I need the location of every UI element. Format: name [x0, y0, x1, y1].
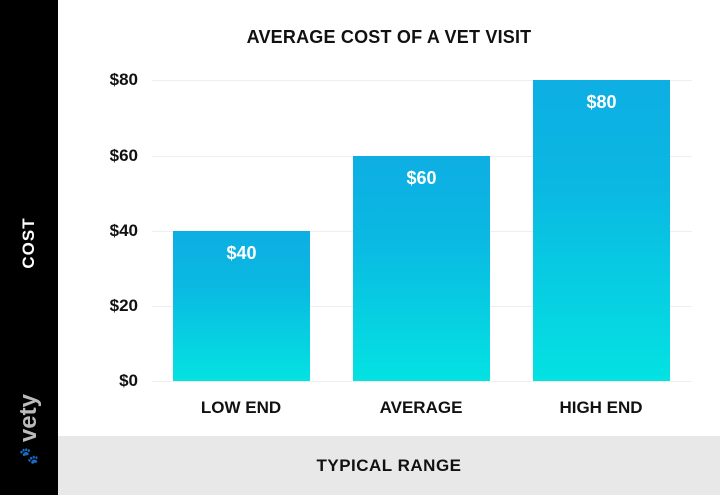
x-category-label: AVERAGE: [379, 398, 463, 417]
x-category-label: HIGH END: [559, 398, 643, 417]
y-tick: $20: [109, 296, 138, 315]
y-tick: $80: [109, 70, 138, 89]
y-tick: $40: [109, 221, 138, 240]
y-tick: $0: [119, 371, 138, 390]
x-axis-band: TYPICAL RANGE: [58, 436, 720, 495]
bar-average: $60: [353, 156, 490, 381]
x-axis-label: TYPICAL RANGE: [316, 455, 462, 475]
bar-low-end: $40: [173, 231, 310, 381]
bar-value-label: $40: [226, 243, 257, 263]
chart-title: AVERAGE COST OF A VET VISIT: [246, 27, 532, 47]
bar-value-label: $60: [406, 168, 437, 188]
bar-high-end: $80: [533, 80, 670, 381]
sidebar: COST 🐾 vety: [0, 0, 58, 495]
y-tick: $60: [109, 146, 138, 165]
gridline: [152, 381, 692, 382]
gridline: [152, 80, 692, 81]
bar-value-label: $80: [586, 92, 617, 112]
x-category-label: LOW END: [200, 398, 282, 417]
